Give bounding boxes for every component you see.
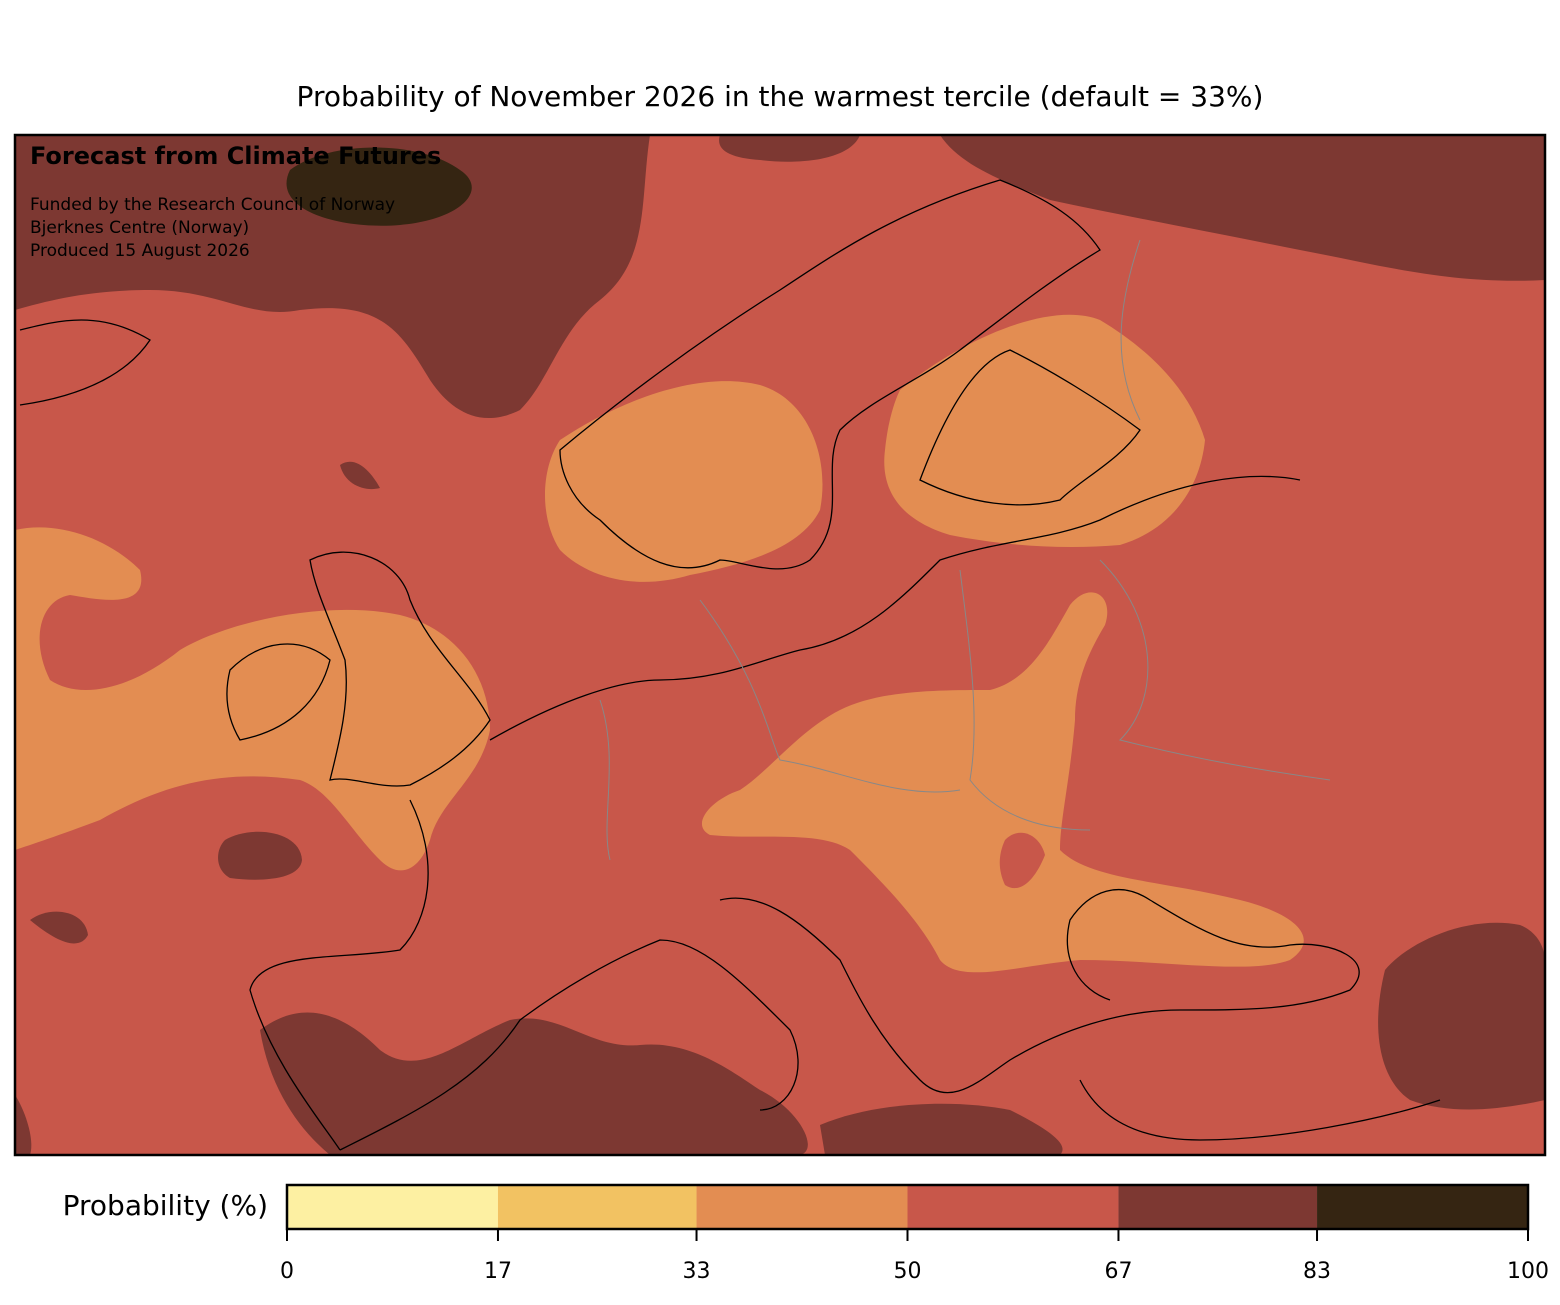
- dark-region: [30, 911, 88, 944]
- colorbar-segment: [1118, 1185, 1318, 1229]
- map-title: Probability of November 2026 in the warm…: [297, 80, 1264, 113]
- dark-region: [940, 135, 1545, 281]
- annotation-line: Bjerknes Centre (Norway): [30, 218, 249, 238]
- coastline: [249, 799, 799, 1151]
- colorbar-tick-label: 50: [894, 1259, 922, 1284]
- dark-region: [1378, 922, 1545, 1110]
- map: [15, 135, 1545, 1155]
- coastline: [919, 349, 1141, 506]
- colorbar-segment: [497, 1185, 697, 1229]
- dark-region: [218, 831, 302, 880]
- colorbar-segment: [696, 1185, 908, 1229]
- annotation-line: Produced 15 August 2026: [30, 241, 250, 261]
- coastline: [719, 888, 1360, 1094]
- colorbar: 0 17 33 50 67 83 100: [280, 1183, 1549, 1284]
- colorbar-tick-label: 67: [1104, 1259, 1132, 1284]
- annotation-line: Funded by the Research Council of Norway: [30, 195, 395, 215]
- dark-region: [340, 461, 380, 490]
- dark-region: [820, 1103, 1063, 1155]
- coastline: [19, 319, 151, 406]
- orange-region: [884, 314, 1205, 547]
- border: [599, 239, 1331, 861]
- orange-region: [15, 527, 490, 871]
- darkest-region: [286, 147, 472, 226]
- dark-region: [719, 135, 860, 162]
- colorbar-tick-label: 33: [683, 1259, 711, 1284]
- dark-region: [260, 1012, 808, 1155]
- colorbar-tick-label: 0: [280, 1259, 294, 1284]
- red-region: [999, 832, 1045, 889]
- orange-region: [545, 381, 823, 582]
- colorbar-label: Probability (%): [63, 1189, 268, 1222]
- colorbar-tick-label: 100: [1507, 1259, 1549, 1284]
- map-frame: [13, 133, 1547, 1157]
- colorbar-segment: [907, 1185, 1119, 1229]
- coastline: [559, 179, 1101, 570]
- coastline: [1079, 1079, 1441, 1141]
- colorbar-segment: [287, 1185, 498, 1229]
- colorbar-tick-label: 17: [484, 1259, 512, 1284]
- coastline: [226, 643, 331, 741]
- annotation-heading: Forecast from Climate Futures: [30, 142, 441, 170]
- dark-region: [15, 135, 650, 419]
- coastline: [489, 475, 1301, 741]
- coastline: [309, 551, 491, 787]
- colorbar-tick-label: 83: [1303, 1259, 1331, 1284]
- colorbar-segment: [1317, 1185, 1528, 1229]
- orange-region: [701, 592, 1304, 973]
- dark-region: [15, 1095, 32, 1155]
